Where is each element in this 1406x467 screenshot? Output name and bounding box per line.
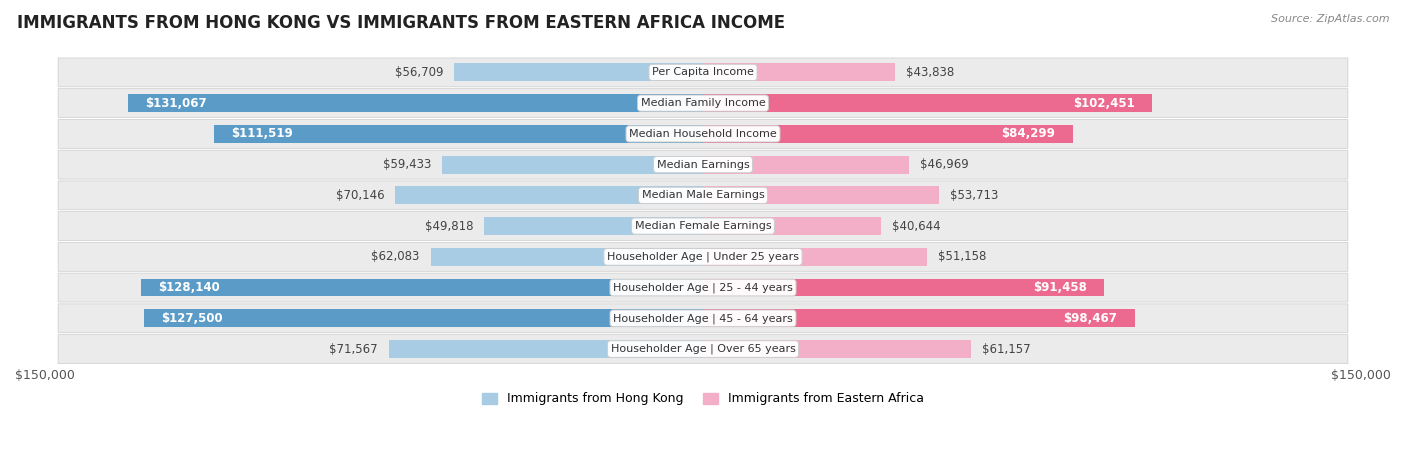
Text: Per Capita Income: Per Capita Income bbox=[652, 67, 754, 78]
Text: Householder Age | 45 - 64 years: Householder Age | 45 - 64 years bbox=[613, 313, 793, 324]
Text: $102,451: $102,451 bbox=[1073, 97, 1135, 110]
Text: IMMIGRANTS FROM HONG KONG VS IMMIGRANTS FROM EASTERN AFRICA INCOME: IMMIGRANTS FROM HONG KONG VS IMMIGRANTS … bbox=[17, 14, 785, 32]
Text: $43,838: $43,838 bbox=[907, 66, 955, 79]
FancyBboxPatch shape bbox=[58, 335, 1348, 363]
Text: $62,083: $62,083 bbox=[371, 250, 419, 263]
Legend: Immigrants from Hong Kong, Immigrants from Eastern Africa: Immigrants from Hong Kong, Immigrants fr… bbox=[478, 388, 928, 410]
Text: $98,467: $98,467 bbox=[1063, 312, 1118, 325]
Bar bbox=[443, 156, 703, 174]
Text: $53,713: $53,713 bbox=[949, 189, 998, 202]
Text: $70,146: $70,146 bbox=[336, 189, 384, 202]
Text: $40,644: $40,644 bbox=[893, 219, 941, 233]
FancyBboxPatch shape bbox=[58, 120, 1348, 149]
Text: $51,158: $51,158 bbox=[938, 250, 987, 263]
Bar bbox=[703, 279, 1104, 297]
Text: Householder Age | Over 65 years: Householder Age | Over 65 years bbox=[610, 344, 796, 354]
Bar bbox=[454, 64, 703, 81]
Text: Median Family Income: Median Family Income bbox=[641, 98, 765, 108]
Bar bbox=[214, 125, 703, 143]
Text: $111,519: $111,519 bbox=[232, 127, 292, 141]
FancyBboxPatch shape bbox=[58, 150, 1348, 179]
Bar bbox=[430, 248, 703, 266]
FancyBboxPatch shape bbox=[58, 181, 1348, 210]
Text: $128,140: $128,140 bbox=[159, 281, 221, 294]
Bar bbox=[485, 217, 703, 235]
Text: $46,969: $46,969 bbox=[920, 158, 969, 171]
Bar bbox=[128, 94, 703, 112]
FancyBboxPatch shape bbox=[58, 89, 1348, 118]
Text: Median Earnings: Median Earnings bbox=[657, 160, 749, 170]
FancyBboxPatch shape bbox=[58, 58, 1348, 87]
Bar bbox=[703, 94, 1153, 112]
FancyBboxPatch shape bbox=[58, 242, 1348, 271]
Bar bbox=[703, 340, 972, 358]
Text: Householder Age | Under 25 years: Householder Age | Under 25 years bbox=[607, 252, 799, 262]
Bar bbox=[703, 64, 896, 81]
Text: $131,067: $131,067 bbox=[146, 97, 207, 110]
FancyBboxPatch shape bbox=[58, 304, 1348, 333]
Text: Source: ZipAtlas.com: Source: ZipAtlas.com bbox=[1271, 14, 1389, 24]
Text: $84,299: $84,299 bbox=[1001, 127, 1056, 141]
Bar bbox=[703, 217, 882, 235]
Text: Householder Age | 25 - 44 years: Householder Age | 25 - 44 years bbox=[613, 283, 793, 293]
Text: Median Household Income: Median Household Income bbox=[628, 129, 778, 139]
Bar bbox=[703, 248, 928, 266]
Bar bbox=[703, 156, 910, 174]
FancyBboxPatch shape bbox=[58, 212, 1348, 241]
Bar bbox=[395, 186, 703, 204]
Text: $71,567: $71,567 bbox=[329, 343, 378, 355]
Text: $61,157: $61,157 bbox=[983, 343, 1031, 355]
Bar bbox=[141, 279, 703, 297]
Bar bbox=[703, 186, 939, 204]
Text: $59,433: $59,433 bbox=[382, 158, 432, 171]
Bar bbox=[143, 310, 703, 327]
Text: $49,818: $49,818 bbox=[425, 219, 474, 233]
Text: Median Female Earnings: Median Female Earnings bbox=[634, 221, 772, 231]
Bar bbox=[703, 125, 1073, 143]
Text: $91,458: $91,458 bbox=[1033, 281, 1087, 294]
Text: $56,709: $56,709 bbox=[395, 66, 443, 79]
FancyBboxPatch shape bbox=[58, 273, 1348, 302]
Text: Median Male Earnings: Median Male Earnings bbox=[641, 191, 765, 200]
Bar bbox=[703, 310, 1135, 327]
Text: $127,500: $127,500 bbox=[162, 312, 222, 325]
Bar bbox=[389, 340, 703, 358]
